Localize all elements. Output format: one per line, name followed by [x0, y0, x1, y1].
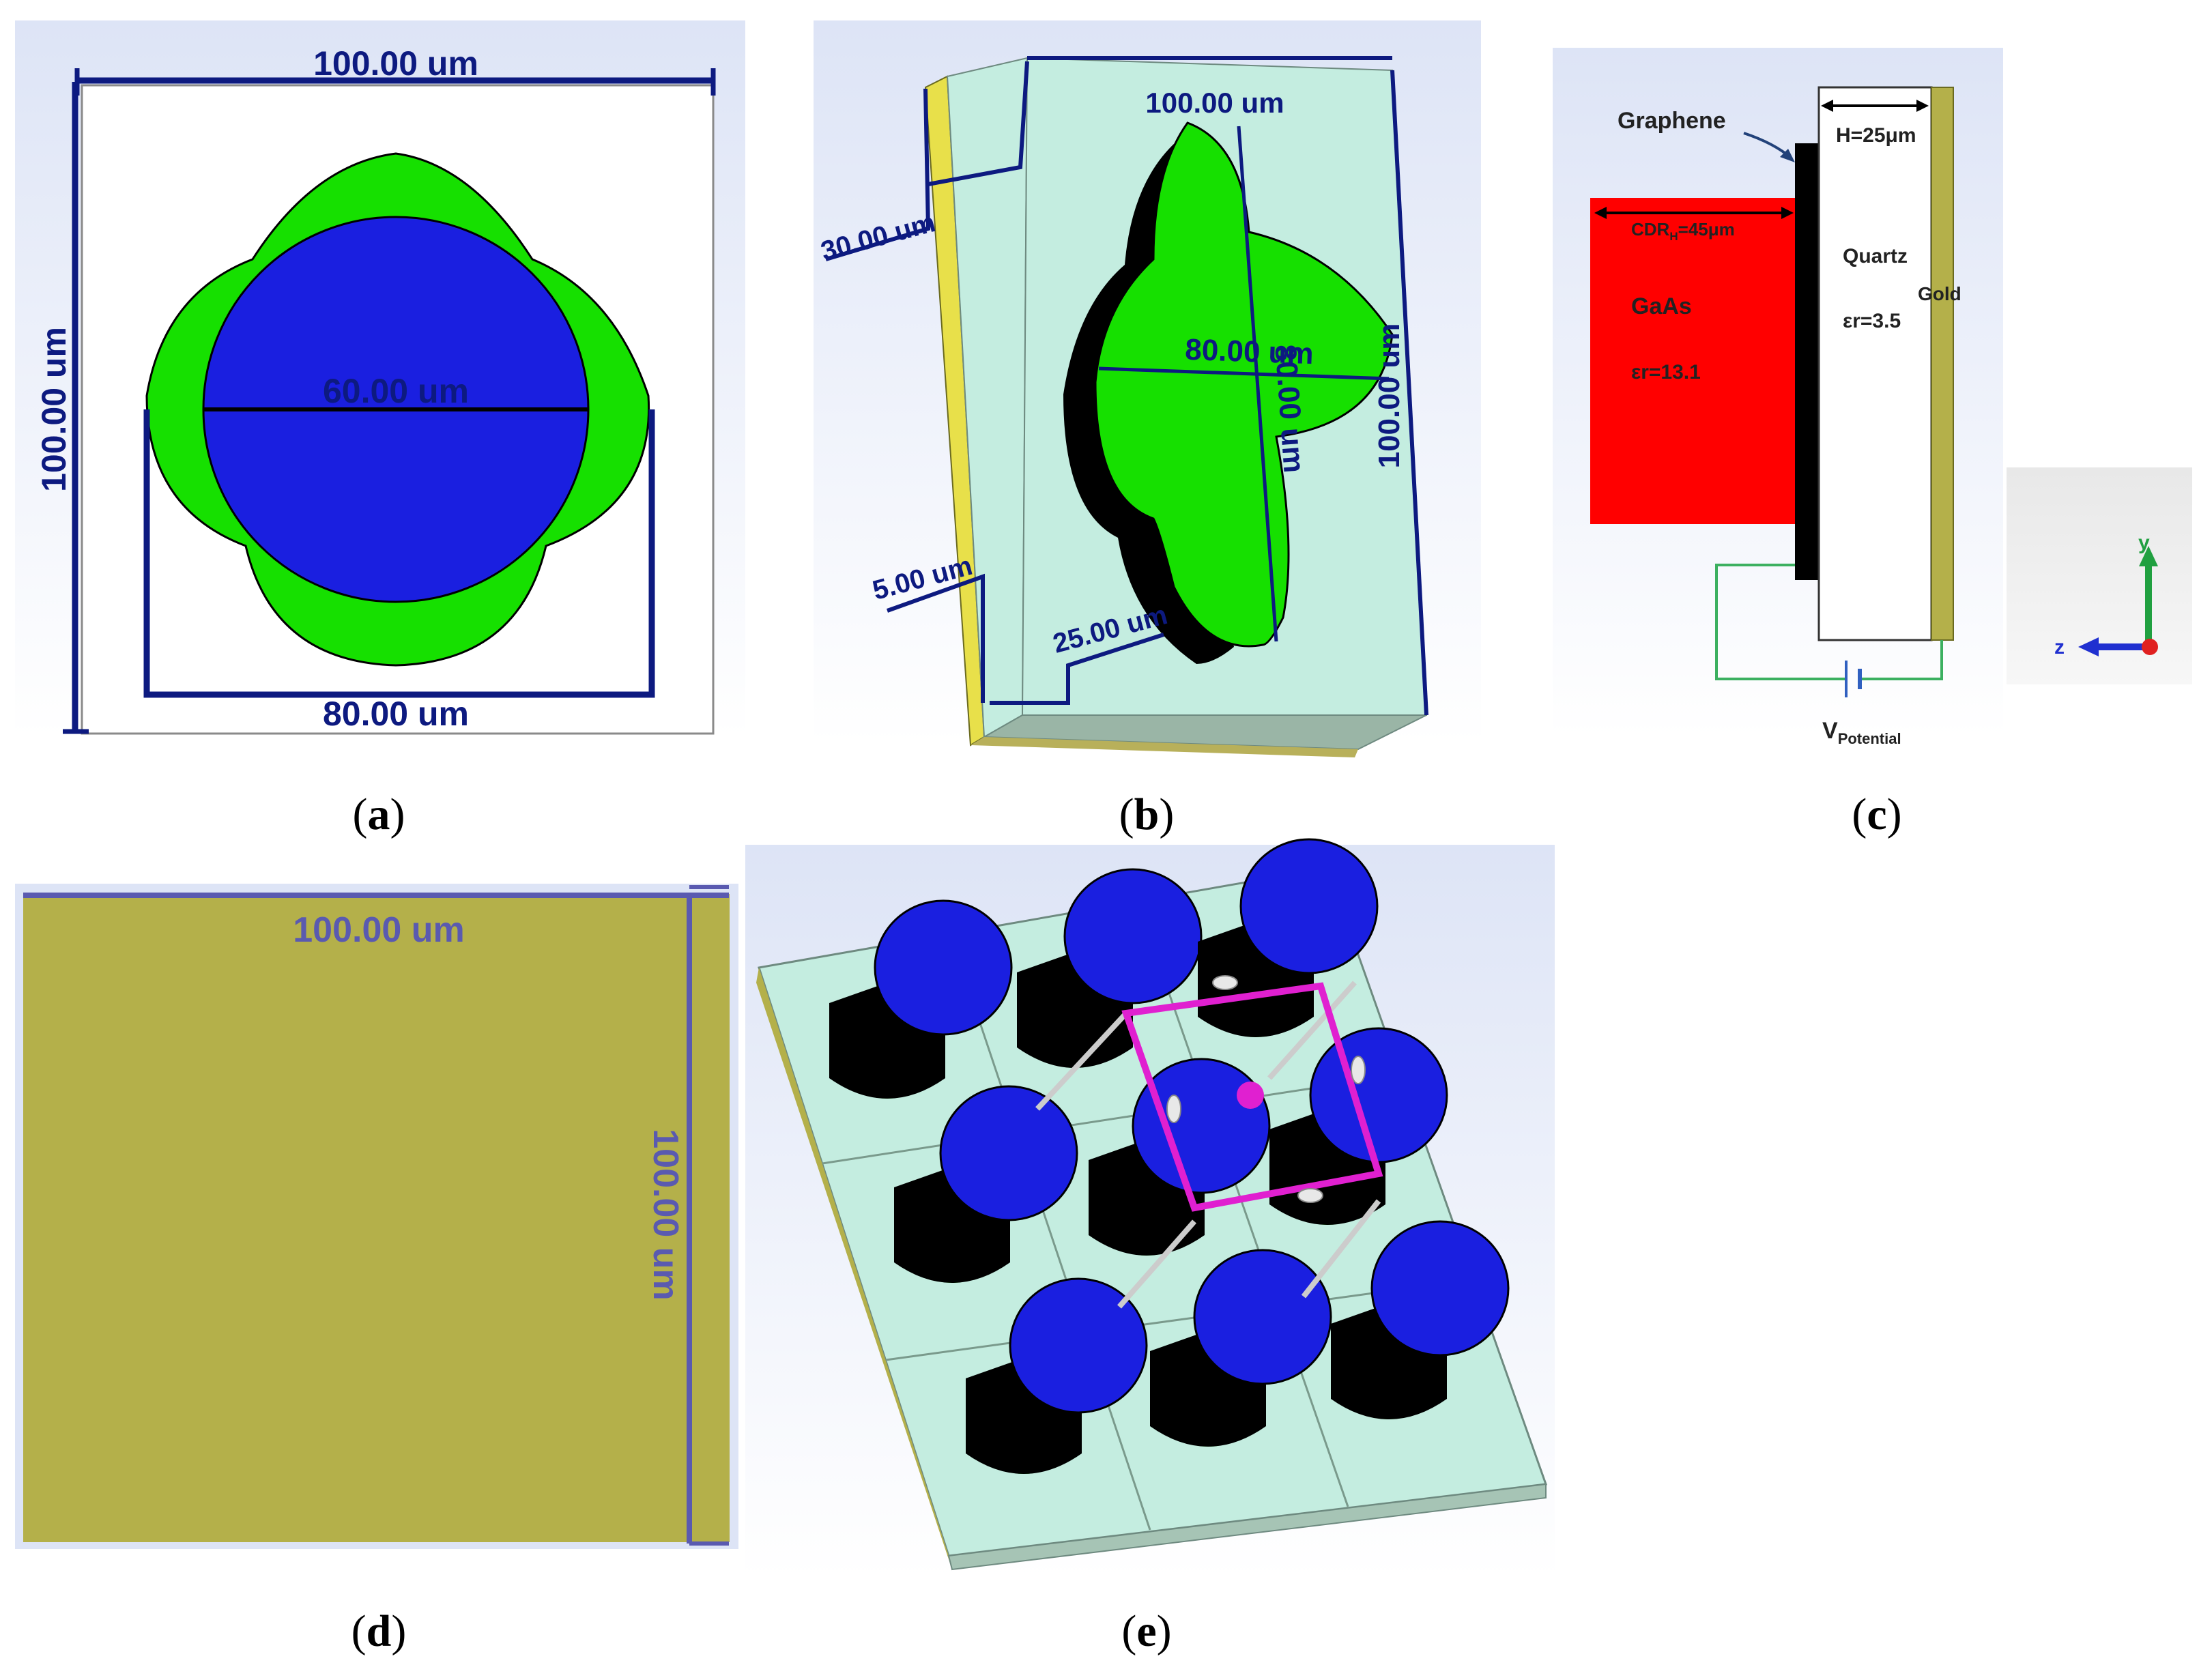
quartz-permittivity: εr=3.5: [1843, 310, 1901, 332]
caption-a: (a): [353, 790, 405, 839]
arrow-head: [1916, 100, 1929, 112]
gold-layer: [1931, 87, 1954, 641]
dim-line-right: [1390, 70, 1428, 716]
panel-d: 100.00 um 100.00 um: [15, 884, 738, 1549]
quartz-substrate: [1817, 86, 1933, 641]
resonator-unit: [829, 899, 1013, 1099]
dim-line-vertical: [1237, 126, 1278, 642]
panel-b: 100.00 um 30.00 um 80.00 um 80.00 um 100…: [814, 20, 1481, 757]
resonator-unit: [1198, 838, 1379, 1037]
x-axis-dot: [2142, 639, 2158, 655]
caption-e: (e): [1121, 1606, 1171, 1656]
slab-front-edge: [947, 1483, 1547, 1571]
gold-bottom-edge: [971, 737, 1358, 757]
gold-ground-plane: [23, 894, 730, 1542]
resonator-unit: [966, 1277, 1148, 1474]
gold-label: Gold: [1918, 283, 1961, 304]
caption-c: (c): [1852, 790, 1901, 839]
dim-line-horizontal: [1098, 366, 1390, 381]
graphene-layer: [1795, 143, 1819, 580]
panel-e: [745, 838, 1555, 1578]
dim-line-gold: [886, 573, 985, 703]
arrow-head: [1821, 100, 1833, 112]
cdr-label: CDRH=45μm: [1631, 219, 1735, 243]
caption-d: (d): [351, 1606, 407, 1656]
y-axis-label: y: [2138, 532, 2150, 554]
caption-b: (b): [1119, 790, 1175, 839]
gaas-label: GaAs: [1631, 293, 1692, 319]
y-axis-head: [2139, 546, 2158, 566]
resonator-unit: [894, 1085, 1078, 1283]
dim-label-top: 100.00 um: [293, 910, 465, 950]
slab-gold-edge: [756, 968, 952, 1569]
quartz-label: Quartz: [1843, 245, 1908, 267]
dim-line-depth-2: [928, 61, 1029, 186]
z-axis-head: [2078, 637, 2099, 656]
voltage-label: VPotential: [1822, 718, 1901, 747]
graphene-label: Graphene: [1618, 108, 1726, 134]
z-axis-label: z: [2054, 636, 2065, 658]
dim-label-right: 100.00 um: [646, 1129, 685, 1301]
panel-a: 100.00 um 100.00 um 60.00 um 80.00 um: [15, 20, 745, 737]
gaas-permittivity: εr=13.1: [1631, 361, 1701, 383]
dim-line-quartz: [990, 633, 1164, 705]
arrow-head: [1781, 207, 1794, 219]
axis-triad-panel: [2007, 467, 2192, 684]
floquet-port-frame: [1035, 975, 1383, 1309]
resonator-unit: [1150, 1249, 1332, 1447]
port-outline: [1121, 982, 1383, 1212]
bias-wire-left: [1715, 564, 1846, 680]
green-clover-patch: [1094, 121, 1394, 648]
dim-label-horizontal: 80.00 um: [1185, 333, 1314, 371]
dim-line-depth: [825, 88, 931, 261]
panel-c: Graphene H=25μm CDRH=45μm Quartz εr=3.5 …: [1553, 48, 2192, 747]
dim-label-center: 60.00 um: [323, 372, 469, 410]
port-marker: [1237, 1082, 1264, 1109]
arrow-head: [1594, 207, 1607, 219]
dim-label-top: 100.00 um: [1145, 87, 1284, 119]
height-label: H=25μm: [1836, 124, 1916, 147]
resonator-unit: [1089, 1058, 1271, 1256]
arrow-head: [1780, 149, 1795, 162]
gaas-block: [1590, 198, 1795, 524]
resonator-unit: [1331, 1220, 1510, 1419]
dim-label-left: 100.00 um: [35, 327, 73, 492]
dim-label-right: 100.00 um: [1372, 323, 1406, 469]
dim-label-bottom: 80.00 um: [323, 695, 469, 733]
dim-line-bottom: [143, 409, 655, 698]
bias-wire-right: [1860, 640, 1943, 680]
dim-label-top: 100.00 um: [313, 44, 478, 83]
unit-cell-grid: [822, 899, 1474, 1531]
